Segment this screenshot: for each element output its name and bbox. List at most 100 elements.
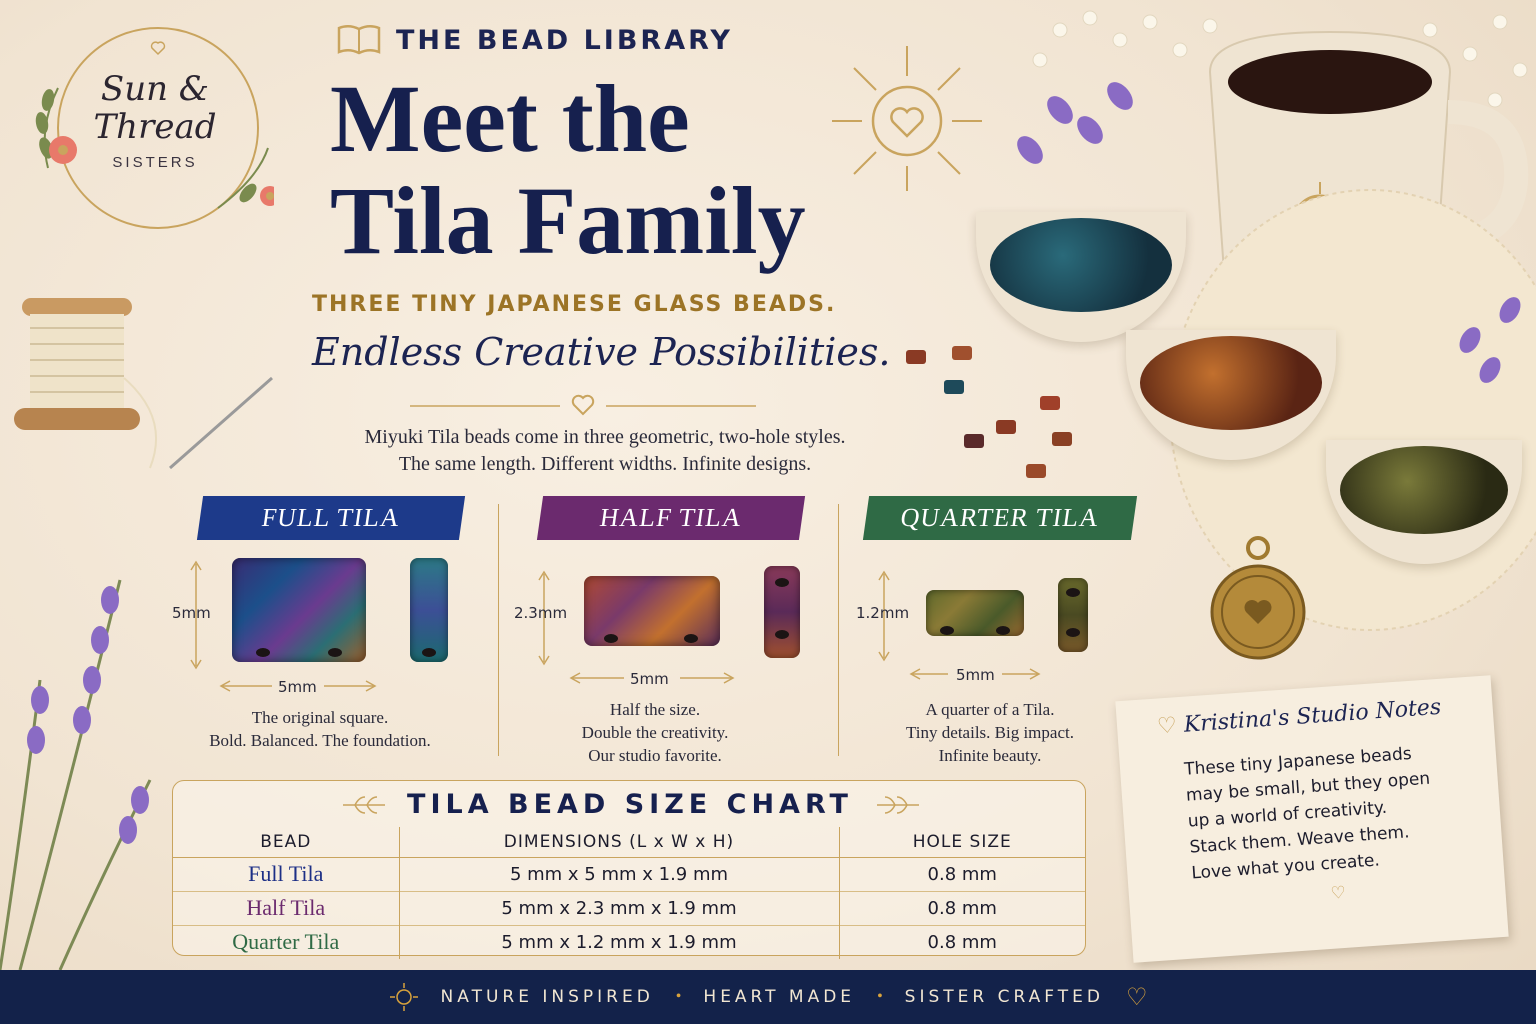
hole-size-cell: 0.8 mm xyxy=(838,924,1085,959)
bead-hole xyxy=(940,626,954,635)
loose-beads-icon xyxy=(906,346,1072,478)
half-tila-bead-side xyxy=(764,566,800,658)
table-row: Full Tila 5 mm x 5 mm x 1.9 mm 0.8 mm xyxy=(173,856,1085,891)
height-arrow-icon xyxy=(538,570,550,666)
green-beads-fill xyxy=(990,218,1172,312)
intro-line2: The same length. Different widths. Infin… xyxy=(398,453,812,475)
length-arrow-icon xyxy=(909,668,1041,680)
page-title: Meet the Tila Family xyxy=(330,68,970,272)
dimensions-cell: 5 mm x 2.3 mm x 1.9 mm xyxy=(398,890,839,925)
logo: Sun & Thread SISTERS xyxy=(60,70,250,171)
bead-hole xyxy=(775,578,789,587)
library-header: THE BEAD LIBRARY xyxy=(336,22,733,58)
bowl-copper-beads xyxy=(1126,330,1336,460)
bullet-icon: • xyxy=(877,988,883,1005)
dimensions-cell: 5 mm x 5 mm x 1.9 mm xyxy=(398,856,839,891)
studio-notes-title: ♡ Kristina's Studio Notes xyxy=(1156,695,1442,740)
heart-icon: ♡ xyxy=(1125,984,1148,1011)
heart-divider-icon xyxy=(410,394,756,416)
bead-name-cell: Half Tila xyxy=(173,890,399,925)
olive-beads-fill xyxy=(1340,446,1508,534)
subtitle: THREE TINY JAPANESE GLASS BEADS. xyxy=(312,292,837,317)
column-divider xyxy=(498,504,499,756)
half-tila-height-label: 2.3mm xyxy=(514,604,568,622)
bead-name-cell: Full Tila xyxy=(173,856,399,891)
full-tila-desc: The original square. Bold. Balanced. The… xyxy=(170,706,470,752)
copper-beads-fill xyxy=(1140,336,1322,430)
desc-line: The original square. xyxy=(251,708,389,727)
header-hole-size: HOLE SIZE xyxy=(838,827,1085,858)
bead-name-cell: Quarter Tila xyxy=(173,924,399,959)
logo-script-line1: Sun & xyxy=(100,69,210,109)
hole-size-cell: 0.8 mm xyxy=(838,856,1085,891)
table-row: Quarter Tila 5 mm x 1.2 mm x 1.9 mm 0.8 … xyxy=(173,924,1085,959)
bowl-green-beads xyxy=(976,212,1186,342)
logo-subtitle: SISTERS xyxy=(112,154,198,171)
height-arrow-icon xyxy=(878,570,890,662)
intro-text: Miyuki Tila beads come in three geometri… xyxy=(250,424,960,478)
bead-hole xyxy=(1066,588,1080,597)
length-arrow-icon xyxy=(569,672,735,684)
height-arrow-icon xyxy=(190,560,202,670)
quarter-tila-name: QUARTER TILA xyxy=(898,503,1102,532)
size-table: BEAD DIMENSIONS (L x W x H) HOLE SIZE Fu… xyxy=(173,827,1085,959)
babys-breath-flowers-icon xyxy=(1017,10,1528,164)
column-divider xyxy=(838,504,839,756)
sun-heart-footer-icon xyxy=(389,983,418,1011)
bead-hole xyxy=(422,648,436,657)
half-tila-length-label: 5mm xyxy=(630,670,669,688)
half-tila-name: HALF TILA xyxy=(597,503,745,532)
full-tila-bead-side xyxy=(410,558,448,662)
studio-notes-title-text: Kristina's Studio Notes xyxy=(1182,694,1442,738)
bead-hole xyxy=(1066,628,1080,637)
bead-hole xyxy=(328,648,342,657)
desc-line: Half the size. xyxy=(609,700,701,719)
bead-hole xyxy=(684,634,698,643)
studio-notes-card: ♡ Kristina's Studio Notes These tiny Jap… xyxy=(1115,675,1509,963)
sun-charm-icon xyxy=(1210,536,1306,660)
intro-line1: Miyuki Tila beads come in three geometri… xyxy=(364,426,846,448)
footer-item-sister: SISTER CRAFTED xyxy=(904,987,1104,1007)
half-tila-bead-front xyxy=(584,576,720,646)
quarter-tila-bead-side xyxy=(1058,578,1088,652)
half-tila-banner: HALF TILA xyxy=(536,496,806,540)
bead-hole xyxy=(775,630,789,639)
full-tila-bead-front xyxy=(232,558,366,662)
full-tila-length-label: 5mm xyxy=(278,678,317,696)
sun-heart-icon xyxy=(832,46,982,191)
bead-hole xyxy=(604,634,618,643)
size-chart: TILA BEAD SIZE CHART BEAD DIMENSIONS (L … xyxy=(172,780,1086,959)
library-title: THE BEAD LIBRARY xyxy=(396,24,733,56)
full-tila-name: FULL TILA xyxy=(259,503,403,532)
bullet-icon: • xyxy=(675,988,682,1005)
desc-line: A quarter of a Tila. xyxy=(925,700,1055,719)
table-header-row: BEAD DIMENSIONS (L x W x H) HOLE SIZE xyxy=(173,827,1085,858)
quarter-tila-height-label: 1.2mm xyxy=(856,604,910,622)
title-line2: Tila Family xyxy=(330,167,806,274)
dimensions-cell: 5 mm x 1.2 mm x 1.9 mm xyxy=(398,924,839,959)
desc-line: Infinite beauty. xyxy=(938,746,1042,765)
bead-hole xyxy=(256,648,270,657)
footer-item-heart: HEART MADE xyxy=(703,987,856,1007)
desc-line: Double the creativity. xyxy=(581,723,729,742)
footer-item-nature: NATURE INSPIRED xyxy=(440,987,654,1007)
logo-wreath-icon xyxy=(35,27,274,229)
half-tila-desc: Half the size. Double the creativity. Ou… xyxy=(520,698,790,767)
laurel-right-icon xyxy=(877,796,919,814)
hole-size-cell: 0.8 mm xyxy=(838,890,1085,925)
length-arrow-icon xyxy=(219,680,377,692)
table-row: Half Tila 5 mm x 2.3 mm x 1.9 mm 0.8 mm xyxy=(173,890,1085,925)
bead-hole xyxy=(996,626,1010,635)
desc-line: Our studio favorite. xyxy=(588,746,722,765)
logo-script-line2: Thread xyxy=(93,107,217,147)
quarter-tila-bead-front xyxy=(926,590,1024,636)
header-bead: BEAD xyxy=(173,827,399,858)
quarter-tila-desc: A quarter of a Tila. Tiny details. Big i… xyxy=(860,698,1120,767)
desc-line: Bold. Balanced. The foundation. xyxy=(209,731,431,750)
desc-line: Tiny details. Big impact. xyxy=(906,723,1074,742)
studio-notes-body: These tiny Japanese beads may be small, … xyxy=(1183,737,1483,917)
heart-icon: ♡ xyxy=(1156,712,1185,740)
full-tila-banner: FULL TILA xyxy=(196,496,466,540)
title-line1: Meet the xyxy=(330,65,690,172)
open-book-icon xyxy=(337,25,381,55)
